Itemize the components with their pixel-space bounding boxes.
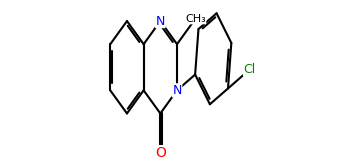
Text: Cl: Cl: [244, 63, 256, 76]
Text: CH₃: CH₃: [185, 14, 206, 24]
Text: N: N: [156, 15, 165, 28]
Text: N: N: [172, 84, 182, 97]
Text: O: O: [155, 146, 166, 160]
